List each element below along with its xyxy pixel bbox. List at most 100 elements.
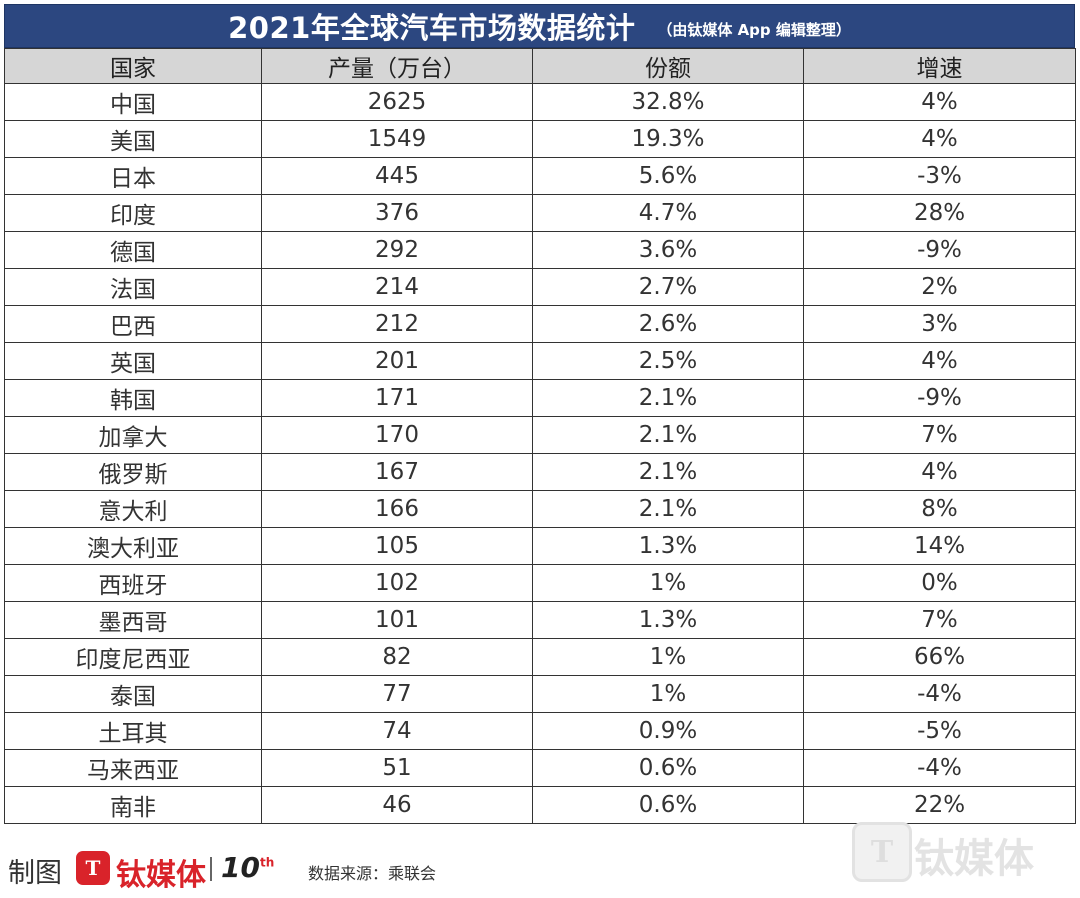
cell-growth: -9% <box>803 231 1076 269</box>
cell-growth: 22% <box>803 786 1076 824</box>
tenth-anniversary-logo: 10th <box>221 851 274 884</box>
header-output: 产量（万台） <box>261 48 533 84</box>
cell-output: 292 <box>261 231 533 269</box>
cell-share: 1.3% <box>532 601 804 639</box>
car-market-table: 国家 产量（万台） 份额 增速 中国 2625 32.8% 4% 美国 1549 19.3%… <box>4 48 1076 824</box>
cell-growth: 66% <box>803 638 1076 676</box>
cell-output: 167 <box>261 453 533 491</box>
cell-output: 77 <box>261 675 533 713</box>
cell-share: 1% <box>532 564 804 602</box>
header-growth: 增速 <box>803 48 1076 84</box>
cell-country: 南非 <box>4 786 262 824</box>
cell-output: 171 <box>261 379 533 417</box>
table-row: 印度尼西亚 82 1% 66% <box>4 638 1076 676</box>
cell-output: 102 <box>261 564 533 602</box>
cell-country: 西班牙 <box>4 564 262 602</box>
table-title: 2021年全球汽车市场数据统计 <box>228 11 636 45</box>
tenth-suffix: th <box>259 855 275 870</box>
cell-country: 德国 <box>4 231 262 269</box>
tenth-number: 10 <box>221 851 260 884</box>
header-country: 国家 <box>4 48 262 84</box>
cell-share: 2.1% <box>532 379 804 417</box>
cell-growth: 7% <box>803 601 1076 639</box>
cell-share: 19.3% <box>532 120 804 158</box>
cell-growth: -3% <box>803 157 1076 195</box>
cell-output: 1549 <box>261 120 533 158</box>
cell-share: 5.6% <box>532 157 804 195</box>
table-row: 中国 2625 32.8% 4% <box>4 83 1076 121</box>
cell-share: 32.8% <box>532 83 804 121</box>
table-row: 巴西 212 2.6% 3% <box>4 305 1076 343</box>
cell-growth: -4% <box>803 675 1076 713</box>
cell-share: 4.7% <box>532 194 804 232</box>
cell-output: 376 <box>261 194 533 232</box>
cell-output: 166 <box>261 490 533 528</box>
cell-share: 2.1% <box>532 416 804 454</box>
table-row: 德国 292 3.6% -9% <box>4 231 1076 269</box>
cell-growth: -4% <box>803 749 1076 787</box>
table-row: 墨西哥 101 1.3% 7% <box>4 601 1076 639</box>
table-row: 土耳其 74 0.9% -5% <box>4 712 1076 750</box>
table-row: 澳大利亚 105 1.3% 14% <box>4 527 1076 565</box>
cell-growth: 4% <box>803 453 1076 491</box>
cell-output: 74 <box>261 712 533 750</box>
cell-country: 日本 <box>4 157 262 195</box>
table-row: 印度 376 4.7% 28% <box>4 194 1076 232</box>
table-row: 法国 214 2.7% 2% <box>4 268 1076 306</box>
cell-share: 0.6% <box>532 749 804 787</box>
cell-output: 214 <box>261 268 533 306</box>
cell-growth: 8% <box>803 490 1076 528</box>
tmtpost-logo-icon: T <box>76 851 110 885</box>
made-by-label: 制图 <box>8 858 62 889</box>
table-row: 英国 201 2.5% 4% <box>4 342 1076 380</box>
cell-share: 1.3% <box>532 527 804 565</box>
cell-country: 美国 <box>4 120 262 158</box>
cell-country: 土耳其 <box>4 712 262 750</box>
table-row: 泰国 77 1% -4% <box>4 675 1076 713</box>
cell-output: 445 <box>261 157 533 195</box>
cell-growth: 14% <box>803 527 1076 565</box>
cell-country: 中国 <box>4 83 262 121</box>
cell-country: 印度尼西亚 <box>4 638 262 676</box>
table-row: 意大利 166 2.1% 8% <box>4 490 1076 528</box>
title-bar: 2021年全球汽车市场数据统计 （由钛媒体 App 编辑整理） <box>4 4 1075 48</box>
table-row: 加拿大 170 2.1% 7% <box>4 416 1076 454</box>
cell-country: 俄罗斯 <box>4 453 262 491</box>
watermark-logo-icon: T <box>852 822 912 882</box>
cell-growth: 28% <box>803 194 1076 232</box>
cell-output: 82 <box>261 638 533 676</box>
cell-share: 0.9% <box>532 712 804 750</box>
cell-country: 澳大利亚 <box>4 527 262 565</box>
footer: 制图 T 钛媒体 10th 数据来源：乘联会 <box>0 845 1080 898</box>
cell-growth: 4% <box>803 342 1076 380</box>
cell-output: 2625 <box>261 83 533 121</box>
table-row: 俄罗斯 167 2.1% 4% <box>4 453 1076 491</box>
cell-country: 加拿大 <box>4 416 262 454</box>
cell-output: 105 <box>261 527 533 565</box>
data-source: 数据来源：乘联会 <box>308 864 437 883</box>
cell-share: 1% <box>532 638 804 676</box>
cell-country: 马来西亚 <box>4 749 262 787</box>
table-row: 南非 46 0.6% 22% <box>4 786 1076 824</box>
table-row: 西班牙 102 1% 0% <box>4 564 1076 602</box>
cell-growth: 4% <box>803 83 1076 121</box>
cell-growth: 7% <box>803 416 1076 454</box>
header-row: 国家 产量（万台） 份额 增速 <box>4 48 1076 84</box>
cell-share: 2.1% <box>532 453 804 491</box>
cell-share: 2.7% <box>532 268 804 306</box>
cell-share: 3.6% <box>532 231 804 269</box>
table-body: 中国 2625 32.8% 4% 美国 1549 19.3% 4% 日本 445 5.6% -3% 印度… <box>4 83 1076 824</box>
cell-growth: 0% <box>803 564 1076 602</box>
cell-country: 意大利 <box>4 490 262 528</box>
cell-share: 0.6% <box>532 786 804 824</box>
cell-share: 1% <box>532 675 804 713</box>
cell-output: 170 <box>261 416 533 454</box>
cell-output: 201 <box>261 342 533 380</box>
watermark-text: 钛媒体 <box>914 836 1034 882</box>
title-note: （由钛媒体 App 编辑整理） <box>657 20 851 39</box>
cell-growth: -5% <box>803 712 1076 750</box>
logo-divider <box>210 857 212 881</box>
cell-share: 2.6% <box>532 305 804 343</box>
cell-country: 印度 <box>4 194 262 232</box>
cell-country: 英国 <box>4 342 262 380</box>
